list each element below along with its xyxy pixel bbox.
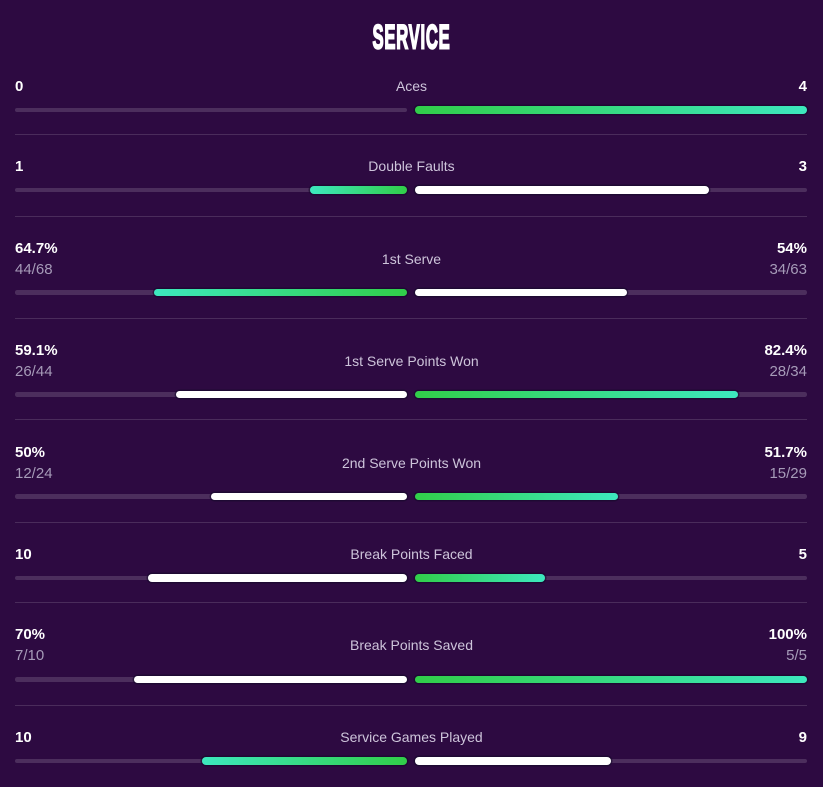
- svg-text:SERVICE: SERVICE: [373, 18, 451, 56]
